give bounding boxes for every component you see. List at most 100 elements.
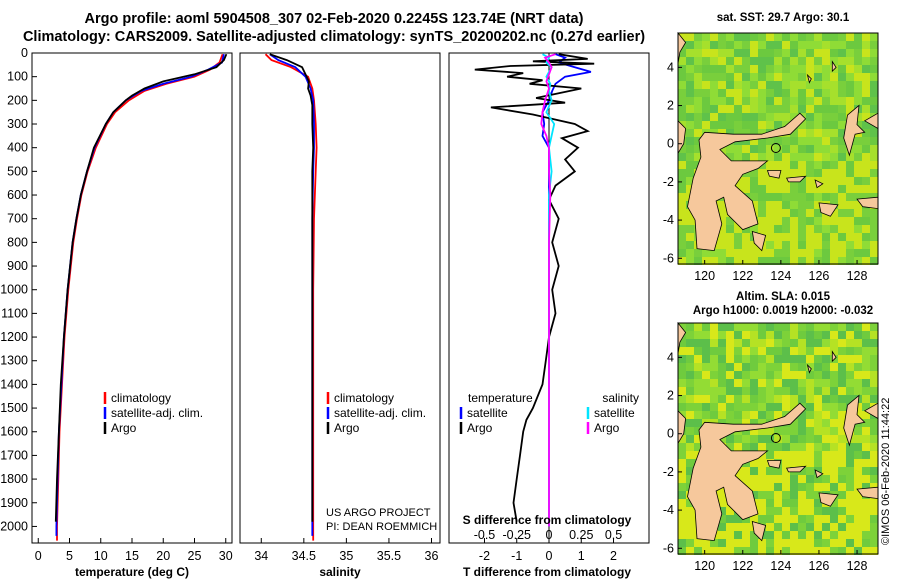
map-cell — [702, 331, 710, 339]
map-cell — [798, 233, 806, 241]
map-cell — [702, 49, 710, 57]
map-cell — [838, 347, 846, 355]
map-cell — [750, 57, 758, 65]
map-cell — [790, 515, 798, 523]
map-cell — [686, 89, 694, 97]
map-cell — [790, 395, 798, 403]
map-cell — [846, 443, 854, 451]
map-cell — [822, 217, 830, 225]
map-cell — [862, 105, 870, 113]
map-cell — [854, 339, 862, 347]
map-cell — [862, 33, 870, 41]
map-cell — [862, 459, 870, 467]
map-cell — [822, 515, 830, 523]
map-cell — [838, 89, 846, 97]
map-cell — [814, 65, 822, 73]
map-cell — [798, 49, 806, 57]
map-cell — [678, 249, 686, 257]
map-cell — [846, 33, 854, 41]
map-cell — [870, 371, 878, 379]
map-cell — [870, 347, 878, 355]
map-cell — [822, 387, 830, 395]
map-cell — [846, 371, 854, 379]
map-cell — [822, 379, 830, 387]
map-cell — [718, 395, 726, 403]
map-cell — [838, 419, 846, 427]
map-cell — [782, 249, 790, 257]
map-cell — [870, 539, 878, 547]
map-cell — [710, 387, 718, 395]
map-cell — [798, 145, 806, 153]
map-cell — [838, 443, 846, 451]
map-cell — [686, 257, 694, 265]
difference-s-argo-line — [540, 53, 556, 527]
map-cell — [790, 137, 798, 145]
map-cell — [822, 331, 830, 339]
map-cell — [830, 145, 838, 153]
map-cell — [846, 201, 854, 209]
map-cell — [798, 129, 806, 137]
map-cell — [846, 217, 854, 225]
map-cell — [726, 419, 734, 427]
map-cell — [774, 355, 782, 363]
map-cell — [862, 403, 870, 411]
map-cell — [678, 355, 686, 363]
map-cell — [846, 105, 854, 113]
map-cell — [726, 241, 734, 249]
map-cell — [822, 65, 830, 73]
sst-map-frame — [677, 32, 879, 265]
land-shape — [818, 202, 839, 217]
map-cell — [814, 185, 822, 193]
map-cell — [750, 355, 758, 363]
map-cell — [798, 57, 806, 65]
t-difference-tick-label: -1 — [511, 549, 522, 563]
map-cell — [806, 209, 814, 217]
map-cell — [774, 403, 782, 411]
map-cell — [806, 323, 814, 331]
map-cell — [694, 129, 702, 137]
map-cell — [846, 395, 854, 403]
map-cell — [726, 49, 734, 57]
map-cell — [830, 379, 838, 387]
map-cell — [822, 121, 830, 129]
map-cell — [750, 475, 758, 483]
map-cell — [758, 323, 766, 331]
map-cell — [846, 491, 854, 499]
map-cell — [758, 403, 766, 411]
map-cell — [870, 331, 878, 339]
depth-tick-label: 800 — [7, 235, 28, 249]
map-cell — [822, 475, 830, 483]
temperature-argo-line — [54, 53, 228, 522]
map-cell — [758, 347, 766, 355]
map-cell — [758, 217, 766, 225]
map-cell — [686, 65, 694, 73]
map-cell — [678, 97, 686, 105]
map-cell — [678, 177, 686, 185]
map-cell — [790, 145, 798, 153]
map-cell — [790, 347, 798, 355]
map-cell — [854, 483, 862, 491]
s-difference-tick-label: -0.25 — [502, 528, 531, 542]
map-cell — [758, 379, 766, 387]
map-cell — [854, 57, 862, 65]
map-cell — [854, 331, 862, 339]
map-cell — [782, 379, 790, 387]
map-cell — [766, 41, 774, 49]
map-cell — [814, 225, 822, 233]
map-cell — [870, 435, 878, 443]
map-cell — [686, 81, 694, 89]
map-cell — [750, 153, 758, 161]
map-cell — [862, 145, 870, 153]
map-cell — [766, 395, 774, 403]
map-cell — [678, 241, 686, 249]
map-cell — [822, 507, 830, 515]
map-cell — [814, 233, 822, 241]
map-cell — [814, 169, 822, 177]
map-cell — [870, 169, 878, 177]
map-cell — [758, 145, 766, 153]
map-cell — [806, 539, 814, 547]
map-cell — [830, 209, 838, 217]
map-cell — [686, 113, 694, 121]
map-cell — [678, 475, 686, 483]
map-cell — [766, 201, 774, 209]
